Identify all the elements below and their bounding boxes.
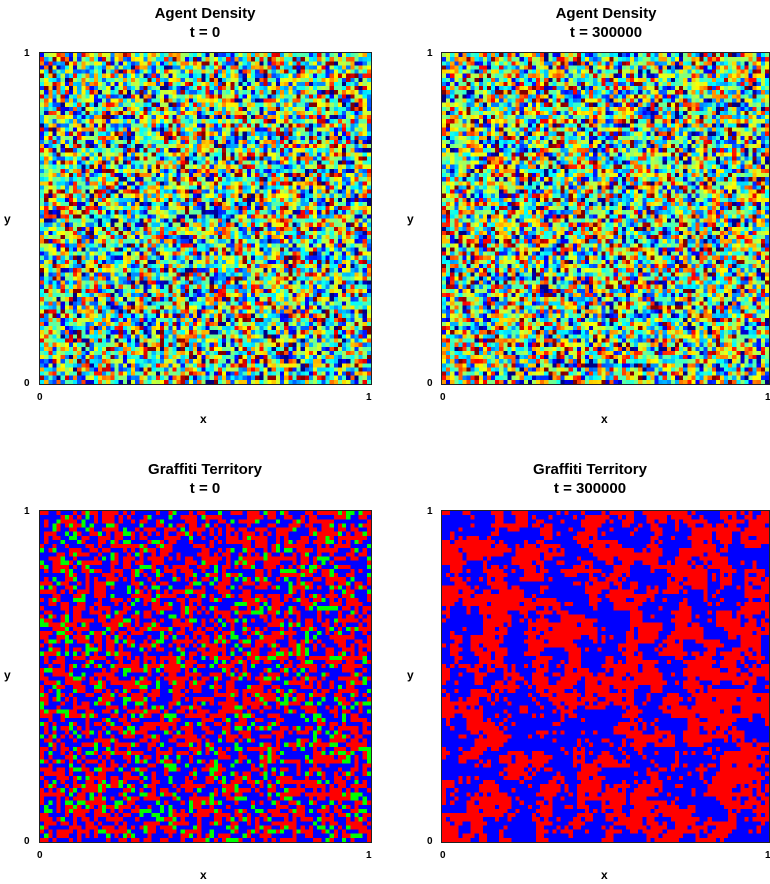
x-tick-label: 0 bbox=[37, 850, 43, 861]
x-tick-label: 1 bbox=[765, 850, 770, 861]
chart-title: Agent Density t = 300000 bbox=[555, 5, 657, 41]
x-axis-label: x bbox=[200, 868, 207, 882]
y-tick-label: 1 bbox=[427, 506, 433, 517]
x-tick-label: 1 bbox=[366, 392, 372, 403]
y-axis-label: y bbox=[407, 668, 414, 682]
y-axis-label: y bbox=[4, 212, 11, 226]
y-tick-label: 1 bbox=[24, 506, 30, 517]
chart-title: Graffiti Territory t = 300000 bbox=[533, 461, 647, 497]
chart-title: Agent Density t = 0 bbox=[154, 5, 256, 41]
y-tick-label: 1 bbox=[427, 48, 433, 59]
y-tick-label: 0 bbox=[427, 836, 433, 847]
x-axis-label: x bbox=[200, 412, 207, 426]
y-tick-label: 0 bbox=[24, 378, 30, 389]
x-tick-label: 0 bbox=[37, 392, 43, 403]
x-axis-label: x bbox=[601, 868, 608, 882]
heatmap-graffiti-territory-t300000 bbox=[441, 510, 770, 843]
x-tick-label: 0 bbox=[440, 850, 446, 861]
chart-title: Graffiti Territory t = 0 bbox=[148, 461, 262, 497]
y-axis-label: y bbox=[4, 668, 11, 682]
y-tick-label: 0 bbox=[427, 378, 433, 389]
x-tick-label: 0 bbox=[440, 392, 446, 403]
x-tick-label: 1 bbox=[765, 392, 770, 403]
heatmap-agent-density-t300000 bbox=[441, 52, 770, 385]
x-tick-label: 1 bbox=[366, 850, 372, 861]
y-tick-label: 1 bbox=[24, 48, 30, 59]
x-axis-label: x bbox=[601, 412, 608, 426]
y-axis-label: y bbox=[407, 212, 414, 226]
y-tick-label: 0 bbox=[24, 836, 30, 847]
heatmap-graffiti-territory-t0 bbox=[39, 510, 372, 843]
heatmap-agent-density-t0 bbox=[39, 52, 372, 385]
